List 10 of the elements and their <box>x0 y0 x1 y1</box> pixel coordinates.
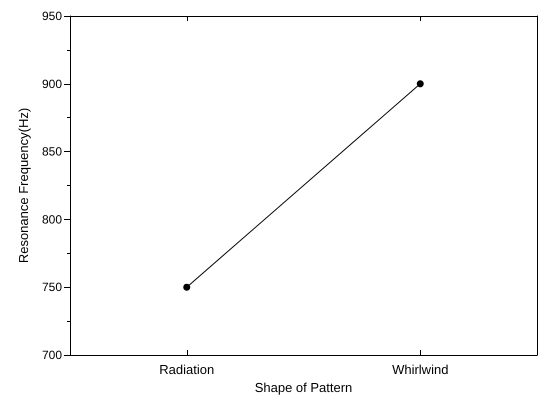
y-tick-label: 850 <box>42 144 62 159</box>
x-tick-label: Whirlwind <box>392 362 448 377</box>
y-tick-label: 800 <box>42 212 62 226</box>
y-tick-label: 900 <box>42 76 62 91</box>
y-tick-label: 750 <box>42 280 62 294</box>
x-axis-title: Shape of Pattern <box>254 380 352 395</box>
y-tick-label: 950 <box>42 9 62 23</box>
y-axis-title: Resonance Frequency(Hz) <box>16 108 31 264</box>
y-tick-label: 700 <box>42 348 62 362</box>
x-tick-label: Radiation <box>159 362 214 377</box>
